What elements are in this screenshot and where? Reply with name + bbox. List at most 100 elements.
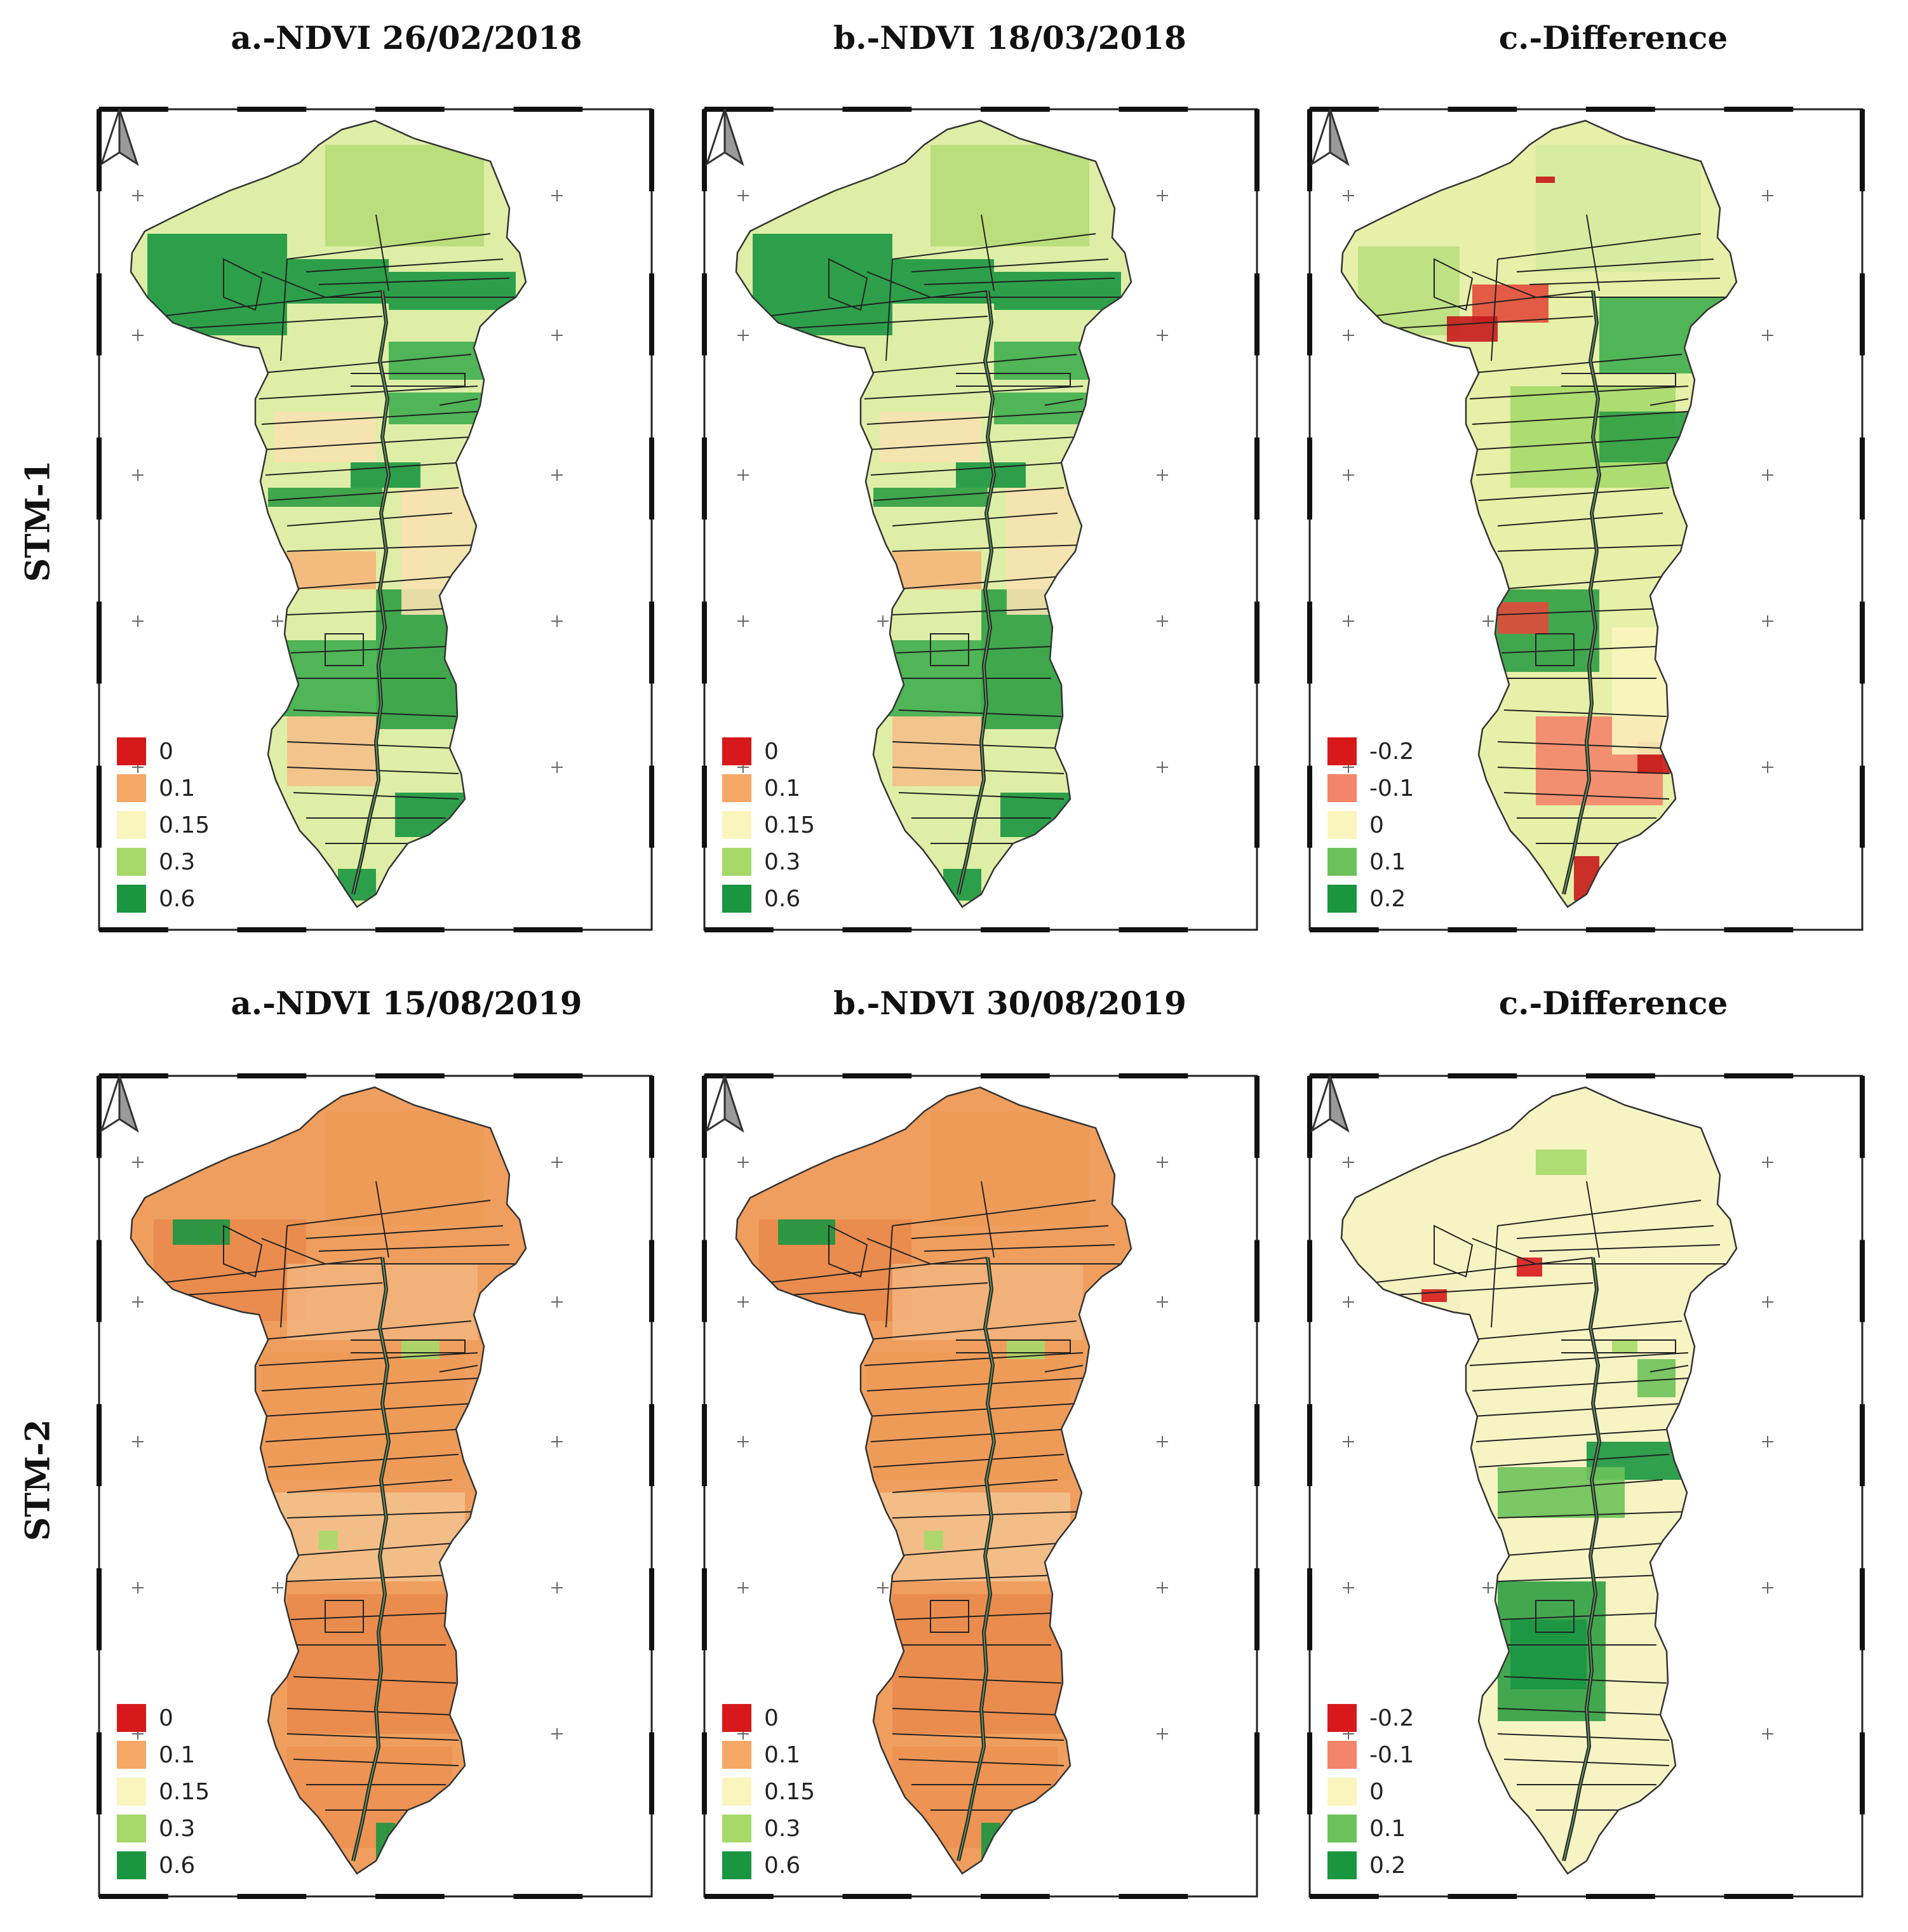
graticule-cross-icon (737, 469, 749, 481)
legend-label: 0.1 (764, 1741, 801, 1768)
legend-label: 0.6 (159, 885, 196, 912)
legend-item: -0.1 (1327, 1736, 1414, 1773)
legend-item: 0.15 (722, 1773, 815, 1810)
graticule-cross-icon (1343, 469, 1354, 481)
graticule-cross-icon (1157, 1728, 1168, 1740)
legend-swatch (1327, 885, 1357, 913)
legend-label: -0.1 (1369, 775, 1414, 802)
legend-item: 0.3 (722, 843, 815, 880)
legend-label: 0.3 (159, 849, 196, 875)
legend-label: 0.6 (764, 885, 801, 912)
graticule-cross-icon (1343, 1296, 1354, 1308)
legend-label: 0.3 (159, 1815, 196, 1842)
legend-label: -0.2 (1369, 738, 1414, 765)
legend-item: -0.2 (1327, 1700, 1414, 1736)
legend-item: 0.1 (722, 1736, 815, 1773)
map-legend: 0 0.1 0.15 0.3 0.6 (117, 1700, 210, 1884)
graticule-cross-icon (1343, 1157, 1354, 1168)
legend-item: 0.3 (117, 1810, 210, 1847)
legend-swatch (722, 1778, 751, 1806)
legend-swatch (117, 774, 146, 802)
graticule-cross-icon (1157, 1436, 1168, 1447)
legend-label: 0 (764, 738, 779, 765)
legend-swatch (1327, 848, 1357, 876)
graticule-cross-icon (1343, 1582, 1354, 1593)
legend-item: 0.3 (722, 1810, 815, 1847)
legend-label: 0.1 (1369, 1815, 1406, 1842)
panel-title: a.-NDVI 15/08/2019 (231, 984, 582, 1022)
panel-title: b.-NDVI 18/03/2018 (833, 19, 1186, 57)
graticule-cross-icon (1157, 761, 1168, 773)
legend-label: 0.1 (764, 775, 801, 802)
legend-label: 0 (159, 1705, 173, 1731)
legend-item: 0 (117, 1700, 210, 1736)
north-arrow-icon (705, 1075, 744, 1133)
legend-swatch (1327, 737, 1357, 765)
row-label: STM-1 (18, 460, 58, 582)
map-legend: 0 0.1 0.15 0.3 0.6 (722, 1700, 815, 1884)
north-arrow-icon (100, 109, 139, 166)
legend-item: 0.1 (117, 1736, 210, 1773)
graticule-cross-icon (1762, 1582, 1773, 1593)
map-legend: 0 0.1 0.15 0.3 0.6 (722, 733, 815, 917)
legend-label: 0.6 (764, 1852, 801, 1879)
ndvi-map-panel: 0 0.1 0.15 0.3 0.6 (702, 1073, 1260, 1899)
legend-swatch (722, 1741, 751, 1769)
legend-item: 0.15 (722, 807, 815, 843)
legend-item: 0 (722, 1700, 815, 1736)
graticule-cross-icon (1762, 761, 1773, 773)
legend-label: -0.2 (1369, 1705, 1414, 1731)
legend-swatch (1327, 1704, 1357, 1732)
legend-item: -0.1 (1327, 770, 1414, 807)
map-canvas (97, 1073, 654, 1899)
legend-item: -0.2 (1327, 733, 1414, 770)
graticule-cross-icon (1343, 615, 1354, 627)
legend-label: 0.15 (159, 1778, 210, 1805)
legend-swatch (722, 885, 751, 913)
legend-swatch (1327, 774, 1357, 802)
graticule-cross-icon (737, 1157, 749, 1168)
legend-label: 0.1 (159, 1741, 196, 1768)
graticule-cross-icon (737, 1296, 749, 1308)
graticule-cross-icon (551, 330, 563, 341)
north-arrow-icon (100, 1075, 139, 1133)
legend-label: -0.1 (1369, 1741, 1414, 1768)
graticule-cross-icon (551, 1728, 563, 1740)
graticule-cross-icon (551, 761, 563, 773)
legend-swatch (722, 811, 751, 839)
graticule-cross-icon (132, 330, 144, 341)
legend-item: 0.6 (722, 880, 815, 917)
legend-swatch (117, 848, 146, 876)
graticule-cross-icon (1343, 1436, 1354, 1447)
graticule-cross-icon (1157, 1157, 1168, 1168)
legend-item: 0.6 (117, 1847, 210, 1884)
graticule-cross-icon (1762, 1436, 1773, 1447)
legend-item: 0.1 (722, 770, 815, 807)
legend-swatch (1327, 1851, 1357, 1879)
legend-label: 0 (1369, 1778, 1384, 1805)
graticule-cross-icon (1482, 1582, 1494, 1593)
map-legend: -0.2 -0.1 0 0.1 0.2 (1327, 733, 1414, 917)
legend-swatch (117, 1741, 146, 1769)
graticule-cross-icon (1482, 615, 1494, 627)
legend-label: 0.3 (764, 1815, 801, 1842)
map-canvas (1307, 107, 1865, 932)
legend-item: 0 (722, 733, 815, 770)
legend-item: 0.15 (117, 1773, 210, 1810)
legend-item: 0.3 (117, 843, 210, 880)
legend-label: 0.2 (1369, 1852, 1406, 1879)
graticule-cross-icon (1762, 330, 1773, 341)
graticule-cross-icon (132, 469, 144, 481)
legend-swatch (1327, 1815, 1357, 1842)
legend-label: 0.15 (764, 1778, 816, 1805)
legend-item: 0.6 (117, 880, 210, 917)
difference-map-panel: -0.2 -0.1 0 0.1 0.2 (1307, 107, 1865, 932)
legend-item: 0 (1327, 807, 1414, 843)
legend-swatch (117, 1778, 146, 1806)
graticule-cross-icon (1762, 469, 1773, 481)
graticule-cross-icon (1157, 469, 1168, 481)
legend-swatch (722, 848, 751, 876)
graticule-cross-icon (551, 1296, 563, 1308)
graticule-cross-icon (877, 615, 889, 627)
difference-map-panel: -0.2 -0.1 0 0.1 0.2 (1307, 1073, 1865, 1899)
